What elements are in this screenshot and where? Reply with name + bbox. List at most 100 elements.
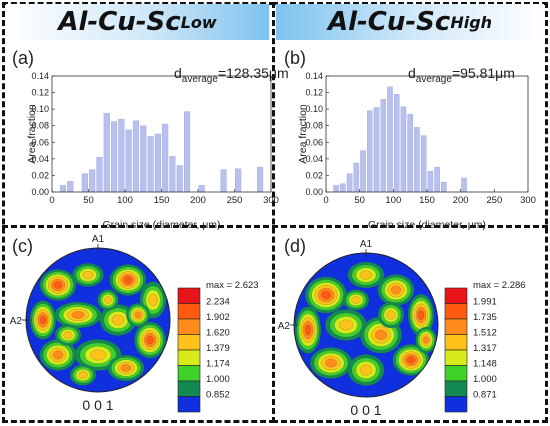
y-tick-label: 0.04 [305, 154, 323, 164]
y-tick-label: 0.02 [305, 170, 323, 180]
pf-contour-level [375, 329, 387, 341]
pf-contour-level [386, 310, 396, 320]
legend-label: 1.379 [206, 343, 230, 354]
panel-frame-right [272, 2, 548, 423]
legend-label: 1.620 [206, 328, 230, 339]
pf-contour-level [359, 364, 373, 376]
x-tick-label: 150 [154, 195, 170, 206]
legend-label: 1.317 [473, 343, 497, 354]
header-right-main: Al-Cu-Sc [327, 7, 451, 37]
panel-letter-c: (c) [12, 236, 33, 256]
pf-contours [26, 248, 170, 392]
x-tick-label: 150 [419, 195, 435, 206]
pf-contour-level [78, 371, 88, 379]
y-axis-label: Area fraction [26, 104, 38, 164]
pf-contour-level [53, 281, 63, 289]
pf-contour-level [148, 293, 158, 307]
y-tick-label: 0.00 [31, 187, 49, 197]
y-tick-label: 0.10 [31, 104, 49, 114]
legend-swatch [444, 318, 468, 335]
header-left-main: Al-Cu-Sc [58, 7, 181, 37]
pf-contour-level [90, 349, 106, 361]
legend-swatch [444, 303, 468, 320]
legend-label: max = 2.286 [473, 280, 526, 291]
pf-label-a1: A1 [360, 239, 373, 250]
pf-contour-level [111, 314, 125, 326]
pf-contours [294, 253, 438, 397]
average-annotation: daverage=95.81μm [408, 65, 515, 85]
y-tick-label: 0.04 [31, 154, 49, 164]
header-right-sub: High [450, 12, 493, 32]
pf-contour-level [359, 270, 373, 280]
pf-contour-level [82, 271, 94, 280]
x-tick-label: 250 [486, 195, 502, 206]
average-prefix: d [408, 65, 416, 81]
legend-label: 1.735 [473, 312, 497, 323]
legend-label: 1.512 [473, 328, 497, 339]
header-left: Al-Cu-Sc Low [6, 4, 269, 40]
x-tick-label: 0 [323, 195, 328, 206]
legend-swatch [444, 396, 468, 413]
pf-label-001: 0 0 1 [82, 397, 113, 413]
panel-letter-a: (a) [12, 48, 34, 68]
pf-contour-level [390, 285, 402, 295]
pf-label-a1: A1 [92, 234, 105, 245]
legend-label: 1.174 [206, 359, 230, 370]
x-tick-label: 300 [263, 195, 279, 206]
legend-label: 1.148 [473, 359, 497, 370]
legend-label: 1.000 [473, 374, 497, 385]
legend-label: 0.871 [473, 390, 497, 401]
x-tick-label: 200 [453, 195, 469, 206]
pf-contour-level [304, 324, 312, 336]
pf-contour-level [406, 356, 416, 364]
x-tick-label: 250 [227, 195, 243, 206]
pf-contour-level [338, 319, 354, 331]
x-tick-label: 200 [190, 195, 206, 206]
y-tick-label: 0.08 [31, 121, 49, 131]
x-tick-label: 100 [117, 195, 133, 206]
pf-contour-level [52, 350, 64, 360]
pf-label-a2: A2 [278, 321, 291, 332]
panel-letter-d: (d) [284, 236, 306, 256]
legend-swatch [444, 334, 468, 351]
legend-label: 0.852 [206, 390, 230, 401]
x-axis-label: Grain size (diameter, μm) [368, 219, 486, 231]
x-axis-label: Grain size (diameter, μm) [102, 219, 220, 231]
header-right: Al-Cu-Sc High [276, 4, 544, 40]
y-tick-label: 0.00 [305, 187, 323, 197]
legend-label: max = 2.623 [206, 280, 259, 291]
average-subscript: average [182, 74, 219, 85]
pf-contour-level [351, 296, 361, 304]
legend-label: 1.902 [206, 312, 230, 323]
panel-letter-b: (b) [284, 48, 306, 68]
legend-swatch [177, 396, 201, 413]
y-tick-label: 0.12 [305, 88, 323, 98]
average-annotation: daverage=128.35μm [174, 65, 289, 85]
y-axis-label: Area fraction [297, 104, 309, 164]
y-tick-label: 0.02 [31, 170, 49, 180]
pf-contour-level [146, 335, 154, 345]
pf-contour-level [134, 311, 142, 319]
pf-contour-level [63, 331, 73, 339]
header-left-sub: Low [180, 12, 217, 32]
pf-contour-level [325, 358, 337, 368]
pf-contour-level [39, 315, 47, 325]
y-tick-label: 0.08 [305, 121, 323, 131]
y-tick-label: 0.10 [305, 104, 323, 114]
average-value: =95.81μm [452, 65, 515, 81]
top-bottom-divider [2, 225, 548, 228]
x-tick-label: 0 [49, 195, 54, 206]
legend-swatch [444, 380, 468, 397]
average-prefix: d [174, 65, 182, 81]
legend-swatch [444, 365, 468, 382]
legend-swatch [444, 287, 468, 304]
x-tick-label: 100 [385, 195, 401, 206]
legend-label: 2.234 [206, 297, 230, 308]
pf-contour-level [71, 311, 85, 319]
x-tick-label: 50 [83, 195, 94, 206]
pf-contour-level [104, 296, 112, 304]
